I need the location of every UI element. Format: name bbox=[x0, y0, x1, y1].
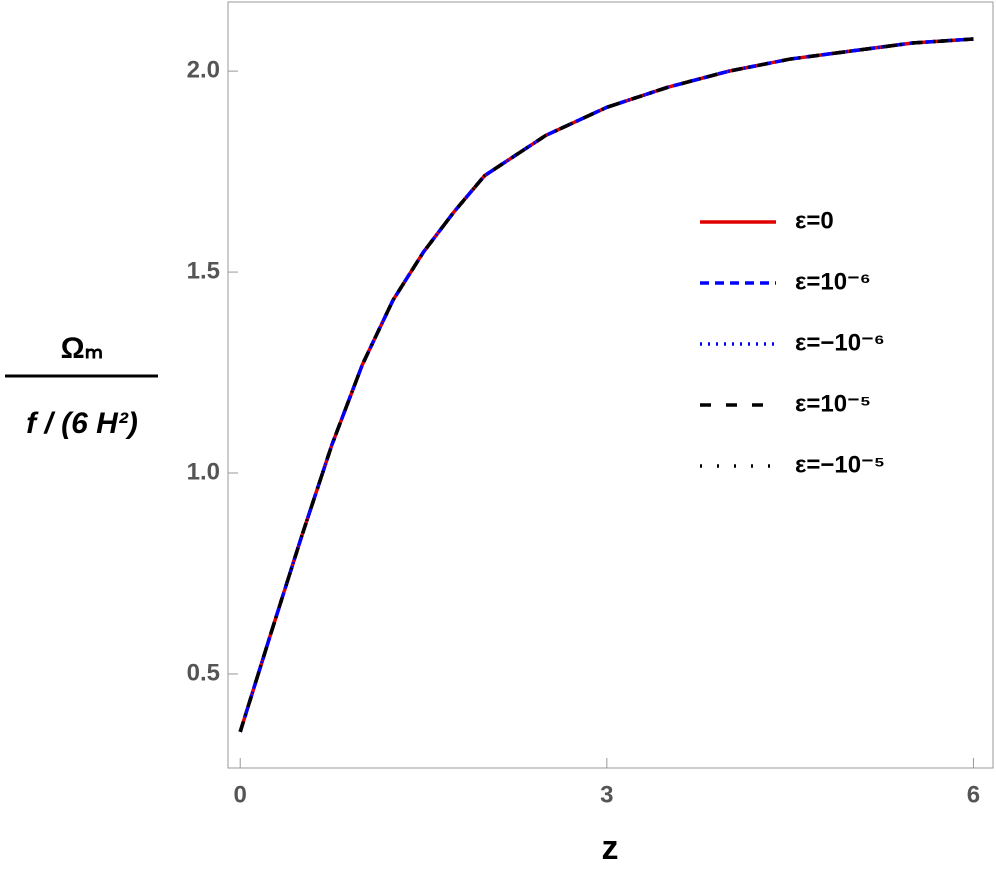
x-tick-label: 6 bbox=[967, 781, 980, 808]
x-tick-label: 0 bbox=[234, 781, 247, 808]
y-axis-label-denominator: f / (6 H²) bbox=[26, 407, 138, 440]
legend-label: ε=10⁻⁵ bbox=[795, 390, 871, 417]
series-line bbox=[238, 37, 974, 733]
series-line bbox=[238, 37, 974, 733]
y-tick-label: 0.5 bbox=[187, 659, 220, 686]
legend-label: ε=0 bbox=[795, 207, 834, 234]
series-line bbox=[238, 37, 974, 733]
y-tick-label: 1.5 bbox=[187, 257, 220, 284]
series-line bbox=[238, 37, 974, 733]
legend-label: ε=−10⁻⁶ bbox=[795, 329, 885, 356]
legend-label: ε=−10⁻⁵ bbox=[795, 451, 885, 478]
y-tick-label: 2.0 bbox=[187, 56, 220, 83]
x-axis-label: z bbox=[602, 829, 619, 867]
x-tick-label: 3 bbox=[600, 781, 613, 808]
plot-frame bbox=[227, 1, 994, 769]
y-axis-label-numerator: Ωₘ bbox=[61, 332, 104, 365]
y-tick-label: 1.0 bbox=[187, 458, 220, 485]
series-line bbox=[238, 37, 974, 733]
legend-label: ε=10⁻⁶ bbox=[795, 268, 871, 295]
